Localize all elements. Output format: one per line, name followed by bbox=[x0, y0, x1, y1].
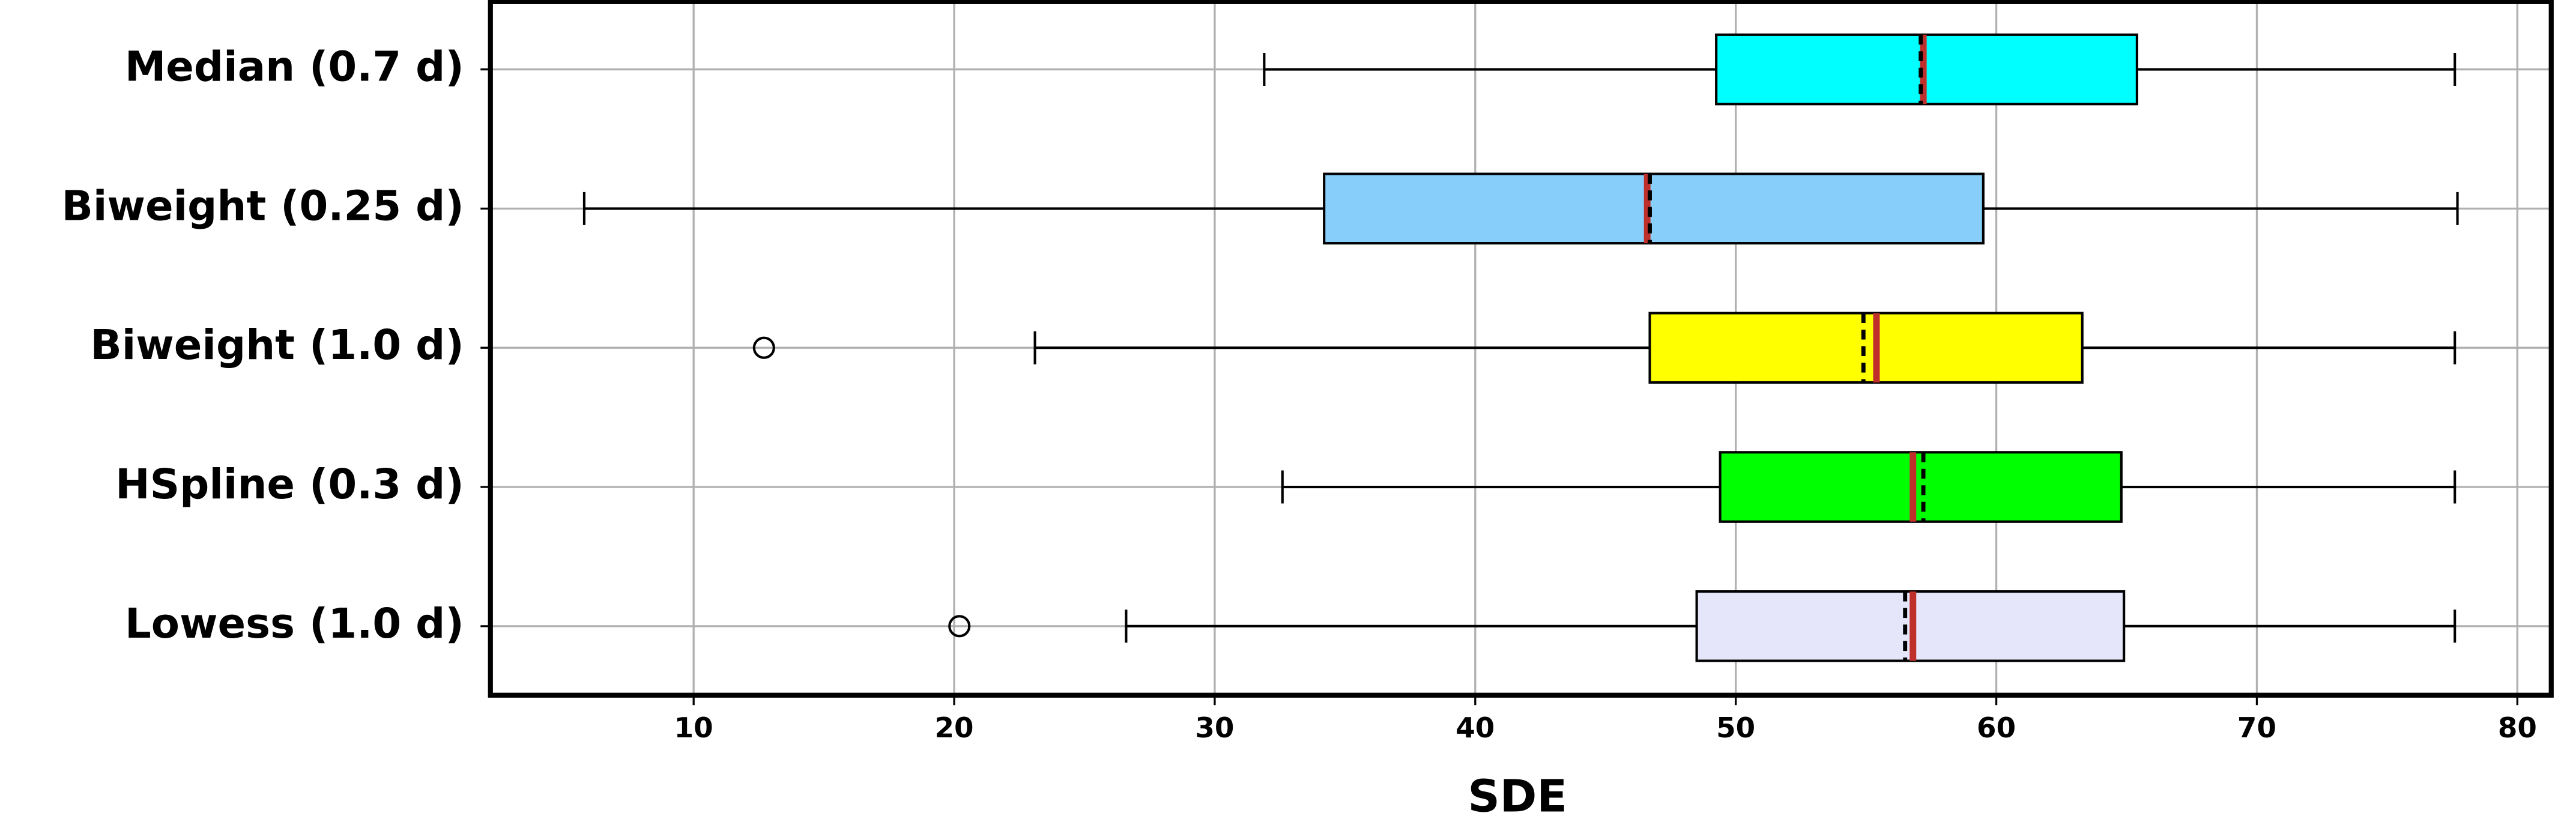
x-tick-label: 60 bbox=[1977, 712, 2016, 745]
x-tick-label: 30 bbox=[1195, 712, 1234, 745]
y-tick-label: HSpline (0.3 d) bbox=[115, 461, 464, 509]
y-tick-label: Lowess (1.0 d) bbox=[125, 600, 464, 648]
outlier bbox=[948, 615, 971, 638]
x-tick-label: 20 bbox=[935, 712, 974, 745]
outlier bbox=[752, 336, 775, 359]
box bbox=[1719, 451, 2123, 523]
y-tick-label: Biweight (0.25 d) bbox=[62, 182, 464, 230]
x-tick-label: 50 bbox=[1716, 712, 1755, 745]
x-tick-label: 70 bbox=[2237, 712, 2276, 745]
x-tick-label: 80 bbox=[2498, 712, 2537, 745]
box bbox=[1323, 172, 1985, 245]
plot-frame bbox=[488, 0, 2554, 698]
x-tick-label: 40 bbox=[1456, 712, 1495, 745]
y-tick-label: Median (0.7 d) bbox=[125, 43, 464, 91]
x-tick-label: 10 bbox=[674, 712, 713, 745]
y-tick-label: Biweight (1.0 d) bbox=[90, 321, 464, 369]
box bbox=[1648, 312, 2084, 384]
x-axis-label: SDE bbox=[1468, 770, 1567, 823]
